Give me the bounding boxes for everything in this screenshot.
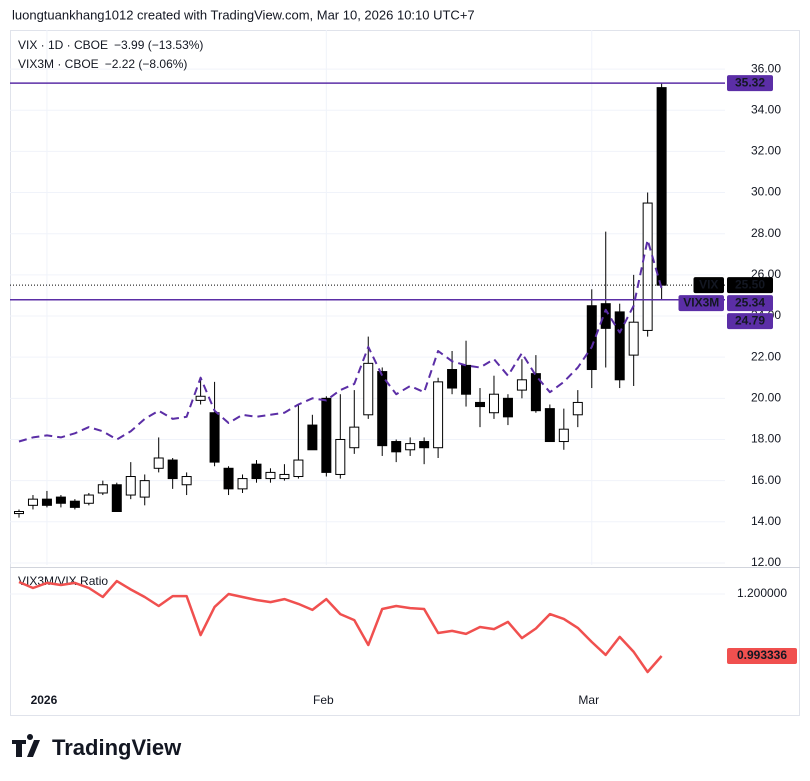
candle-body bbox=[544, 408, 555, 443]
candle-body bbox=[516, 379, 527, 391]
candle-body bbox=[321, 397, 332, 473]
header: luongtuankhang1012 created with TradingV… bbox=[12, 7, 475, 22]
candle-body bbox=[153, 457, 164, 469]
candle-body bbox=[586, 305, 597, 371]
price-tag-label: 25.50 bbox=[735, 277, 765, 291]
price-tag bbox=[727, 647, 797, 664]
candle-body bbox=[363, 362, 374, 416]
candle-body bbox=[209, 412, 220, 463]
price-tag bbox=[727, 277, 773, 294]
candle-body bbox=[265, 471, 276, 480]
candle-body bbox=[69, 500, 80, 508]
price-tag-label: 35.32 bbox=[735, 75, 765, 89]
chart-frame bbox=[10, 30, 800, 716]
line bbox=[18, 579, 663, 674]
legend-change: −3.99 (−13.53%) bbox=[114, 38, 203, 52]
candle-body bbox=[558, 428, 569, 443]
legend-name: VIX3M · CBOE bbox=[18, 57, 99, 71]
candle-body bbox=[530, 373, 541, 412]
logo-mark bbox=[12, 733, 40, 757]
candle-body bbox=[488, 393, 499, 414]
candle-body bbox=[614, 311, 625, 381]
series-tag bbox=[693, 277, 724, 294]
candle-body bbox=[475, 401, 486, 408]
candle-body bbox=[125, 476, 136, 496]
legend-name: VIX · 1D · CBOE bbox=[18, 38, 108, 52]
candle-body bbox=[223, 467, 234, 490]
x-tick-label: Mar bbox=[578, 693, 599, 707]
y-tick-label: 14.00 bbox=[751, 514, 781, 528]
candle-body bbox=[656, 87, 667, 286]
price-tag-label: 25.34 bbox=[735, 295, 765, 309]
y-tick-label: 36.00 bbox=[751, 61, 781, 75]
series-tag-label: VIX3M bbox=[683, 295, 719, 309]
y-tick-label: 1.200000 bbox=[737, 586, 787, 600]
series-tag-label: VIX bbox=[699, 277, 718, 291]
y-tick-label: 18.00 bbox=[751, 432, 781, 446]
candle-body bbox=[237, 478, 248, 490]
y-tick-label: 12.00 bbox=[751, 555, 781, 569]
y-tick-label: 16.00 bbox=[751, 473, 781, 487]
candle-body bbox=[167, 459, 178, 480]
y-tick-label: 22.00 bbox=[751, 349, 781, 363]
candle-body bbox=[195, 395, 206, 401]
candle-body bbox=[307, 424, 318, 451]
y-tick-label: 28.00 bbox=[751, 226, 781, 240]
candle-body bbox=[97, 484, 108, 494]
candle-body bbox=[461, 364, 472, 395]
candle-body bbox=[181, 476, 192, 486]
candle-body bbox=[433, 381, 444, 449]
price-tag-label: 24.79 bbox=[735, 313, 765, 327]
legend-change: −2.22 (−8.06%) bbox=[105, 57, 188, 71]
price-tag bbox=[727, 75, 773, 92]
candle-body bbox=[83, 494, 94, 504]
series-tag bbox=[678, 295, 724, 312]
candle-body bbox=[55, 496, 66, 504]
price-tag-label: 0.993336 bbox=[737, 648, 787, 662]
candle-body bbox=[628, 321, 639, 356]
logo: TradingView bbox=[12, 733, 182, 760]
candle-body bbox=[391, 441, 402, 453]
candle-body bbox=[349, 426, 360, 449]
candle-body bbox=[14, 511, 24, 515]
price-tag bbox=[727, 313, 773, 330]
candle-body bbox=[279, 473, 290, 480]
candle-body bbox=[139, 480, 150, 498]
y-tick-label: 34.00 bbox=[751, 102, 781, 116]
candle-body bbox=[27, 498, 38, 506]
candle-body bbox=[251, 463, 262, 480]
brand: TradingView bbox=[52, 735, 182, 760]
candle-body bbox=[572, 401, 583, 416]
candle-body bbox=[335, 438, 346, 475]
candle-body bbox=[447, 369, 458, 389]
candle-body bbox=[502, 397, 513, 418]
y-tick-label: 32.00 bbox=[751, 144, 781, 158]
candle-body bbox=[111, 484, 122, 512]
candle-body bbox=[377, 371, 388, 447]
y-tick-label: 20.00 bbox=[751, 390, 781, 404]
price-tag bbox=[727, 295, 773, 312]
x-tick-label: 2026 bbox=[31, 693, 58, 707]
main-pane bbox=[10, 30, 725, 565]
candle-body bbox=[419, 441, 430, 449]
candle-body bbox=[600, 303, 611, 329]
candle-body bbox=[293, 459, 304, 478]
candle-body bbox=[405, 443, 416, 451]
y-tick-label: 30.00 bbox=[751, 185, 781, 199]
candle-body bbox=[642, 202, 653, 331]
x-tick-label: Feb bbox=[313, 693, 334, 707]
candle-body bbox=[41, 498, 52, 506]
